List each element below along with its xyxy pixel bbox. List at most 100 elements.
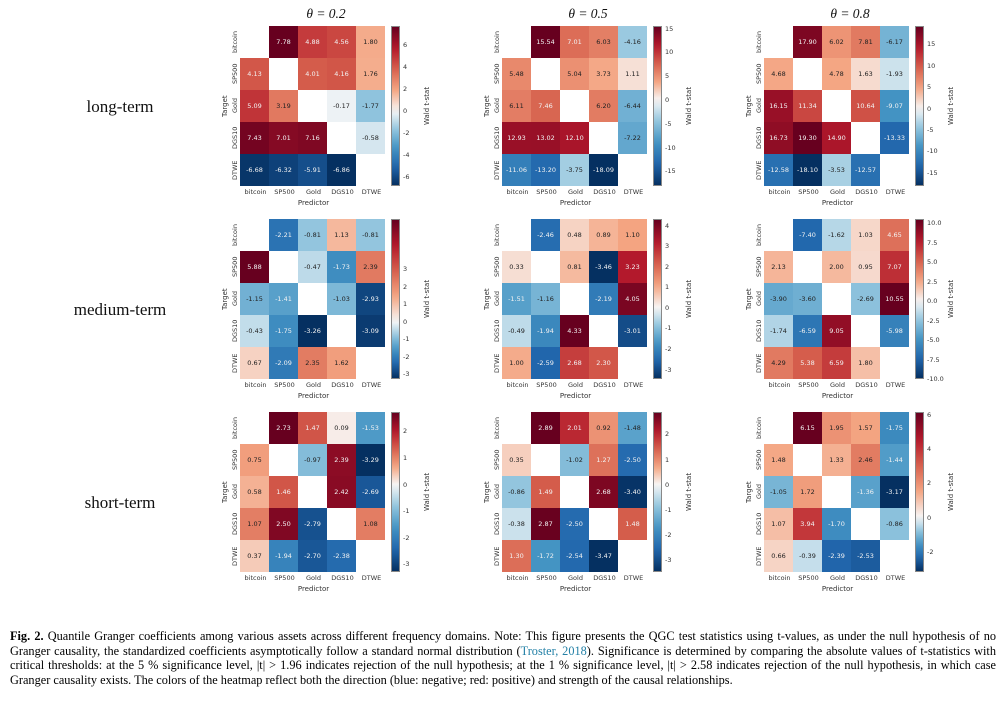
x-axis-label: Predictor	[821, 392, 854, 400]
heatmap-cell: 1.72	[793, 476, 822, 508]
heatmap-cell: 0.09	[327, 412, 356, 444]
heatmap-cell: 10.55	[880, 283, 909, 315]
x-tick-label: DTWE	[361, 381, 382, 389]
heatmap-cell: 2.01	[560, 412, 589, 444]
heatmap-cell: 2.00	[822, 251, 851, 283]
heatmap-cell: 1.80	[851, 347, 880, 379]
colorbar-tick-label: -3	[665, 365, 672, 374]
heatmap-cell: -1.53	[356, 412, 385, 444]
colorbar-tick-label: -7.5	[927, 355, 940, 364]
citation-link[interactable]: Troster, 2018	[520, 643, 587, 658]
x-axis-label: Predictor	[559, 199, 592, 207]
y-tick-label: SP500	[755, 449, 763, 471]
heatmap-cell: 1.62	[327, 347, 356, 379]
heatmap-cell: -5.91	[298, 154, 327, 186]
heatmap-cell: 2.42	[327, 476, 356, 508]
y-axis-ticks: bitcoin SP500 Gold DGS10 DTWE	[754, 219, 764, 379]
heatmap-cell: -0.47	[298, 251, 327, 283]
heatmap-cell: 0.95	[851, 251, 880, 283]
y-tick-label: DGS10	[231, 319, 239, 343]
x-tick-label: bitcoin	[768, 574, 791, 582]
y-tick-label: Gold	[493, 98, 501, 114]
heatmap-cell: -1.15	[240, 283, 269, 315]
x-tick-label: SP500	[536, 574, 557, 582]
colorbar-tick-label: 4	[403, 63, 408, 72]
heatmap-cell: -3.75	[560, 154, 589, 186]
y-tick-label: SP500	[231, 63, 239, 85]
heatmap-cell: 6.15	[793, 412, 822, 444]
colorbar-tick-label: 5	[665, 72, 670, 81]
heatmap-subplot: Target bitcoin SP500 Gold DGS10 DTWE -2.21 -0.8…	[220, 219, 432, 400]
heatmap-cell: 5.88	[240, 251, 269, 283]
caption-label: Fig. 2.	[10, 629, 44, 643]
plot-title: θ = 0.2	[306, 6, 346, 21]
y-tick-label: SP500	[231, 449, 239, 471]
heatmap-cell	[269, 251, 298, 283]
colorbar-tick-label: 15	[665, 24, 674, 33]
heatmap-cell: -3.29	[356, 444, 385, 476]
heatmap-cell	[880, 540, 909, 572]
colorbar: 15 10 5 0 -5 -10 -15 Wald t-stat	[915, 26, 956, 186]
heatmap-cell: -6.44	[618, 90, 647, 122]
heatmap-cell: 3.73	[589, 58, 618, 90]
colorbar-tick-label: -3	[403, 560, 410, 569]
heatmap-cell	[560, 90, 589, 122]
plot-body: Target bitcoin SP500 Gold DGS10 DTWE 17.90 6.02…	[744, 26, 956, 186]
colorbar-ticks: 2 1 0 -1 -2 -3	[662, 412, 684, 572]
heatmap-cell: 1.57	[851, 412, 880, 444]
heatmap-cell: -2.38	[327, 540, 356, 572]
x-tick-label: SP500	[536, 188, 557, 196]
plot-body: Target bitcoin SP500 Gold DGS10 DTWE -2.21 -0.8…	[220, 219, 432, 379]
heatmap-cell	[531, 251, 560, 283]
y-tick-label: SP500	[755, 63, 763, 85]
y-axis-ticks: bitcoin SP500 Gold DGS10 DTWE	[754, 412, 764, 572]
heatmap-cell: -18.09	[589, 154, 618, 186]
colorbar-tick-label: 2	[927, 479, 932, 488]
heatmap-cell: 0.81	[560, 251, 589, 283]
heatmap-cell	[356, 540, 385, 572]
heatmap-cell: 7.01	[560, 26, 589, 58]
heatmap-cell: -6.86	[327, 154, 356, 186]
heatmap-cell: 4.33	[560, 315, 589, 347]
x-tick-label: SP500	[536, 381, 557, 389]
y-tick-label: DGS10	[231, 512, 239, 536]
y-tick-label: SP500	[493, 63, 501, 85]
heatmap-cell: -1.70	[822, 508, 851, 540]
colorbar-tick-label: 10	[665, 48, 674, 57]
x-tick-label: DGS10	[593, 381, 616, 389]
y-tick-label: DGS10	[231, 126, 239, 150]
heatmap-cell: -2.79	[298, 508, 327, 540]
colorbar-ticks: 6 4 2 0 -2 -4 -6	[400, 26, 422, 186]
heatmap-cell: -6.32	[269, 154, 298, 186]
colorbar-gradient	[391, 219, 400, 379]
y-tick-label: Gold	[755, 291, 763, 307]
x-axis-ticks: bitcoin SP500 Gold DGS10 DTWE	[241, 188, 432, 196]
colorbar-label: Wald t-stat	[947, 279, 955, 319]
heatmap-cell	[298, 283, 327, 315]
heatmap-cell	[589, 508, 618, 540]
heatmap-cell: 5.48	[502, 58, 531, 90]
heatmap-cell: 2.89	[531, 412, 560, 444]
heatmap-cell	[618, 540, 647, 572]
heatmap-cell: 1.27	[589, 444, 618, 476]
heatmap-cell: 2.68	[560, 347, 589, 379]
colorbar-tick-label: -2	[403, 352, 410, 361]
heatmap-cell: 0.37	[240, 540, 269, 572]
heatmap-cell: -1.94	[269, 540, 298, 572]
heatmap-cell	[589, 122, 618, 154]
y-tick-label: DTWE	[231, 160, 239, 180]
heatmap-cell	[356, 154, 385, 186]
heatmap-cell	[240, 26, 269, 58]
heatmap-cell: 2.68	[589, 476, 618, 508]
x-tick-label: DTWE	[623, 574, 644, 582]
y-tick-label: DTWE	[755, 160, 763, 180]
heatmap-cell: 0.75	[240, 444, 269, 476]
heatmap-cell: -0.49	[502, 315, 531, 347]
heatmap-cell: 4.68	[764, 58, 793, 90]
heatmap-cell: -0.17	[327, 90, 356, 122]
heatmap-cell	[502, 26, 531, 58]
colorbar-tick-label: 0	[665, 480, 670, 489]
heatmap-cell	[851, 315, 880, 347]
heatmap-cell	[822, 476, 851, 508]
heatmap-cell	[298, 90, 327, 122]
